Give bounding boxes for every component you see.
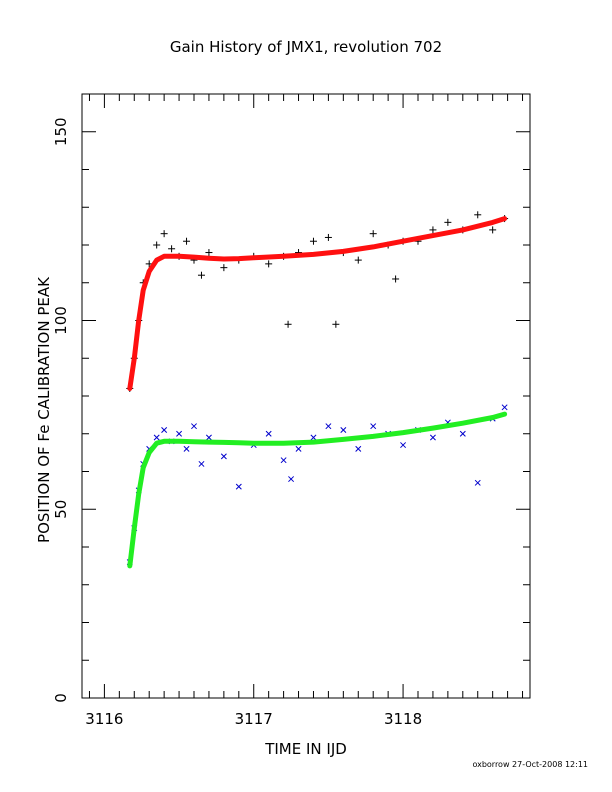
axes-group: 0 50 100 150 3116 3117 3118 [52,93,530,728]
x-axis-label: TIME IN IJD [265,740,347,758]
plus-point [444,218,452,226]
cross-point [280,457,287,464]
plus-point [205,249,213,257]
x-tick-label: 3116 [85,710,123,728]
cross-point [183,445,190,452]
y-tick-label: 50 [52,500,70,519]
y-tick-label: 100 [52,306,70,335]
cross-point [325,423,332,430]
plus-point [354,256,362,264]
cross-point [459,430,466,437]
cross-point [265,430,272,437]
cross-point [198,460,205,467]
cross-point [295,445,302,452]
y-axis-label: POSITION OF Fe CALIBRATION PEAK [35,277,53,543]
plus-point [309,237,317,245]
fit-curve-3 [127,411,508,569]
cross-point [429,434,436,441]
plot-frame [81,93,531,699]
plus-point [160,230,168,238]
plus-point [324,233,332,241]
x-tick-label: 3118 [384,710,422,728]
cross-point [474,479,481,486]
plus-point [489,226,497,234]
cross-point [205,434,212,441]
plus-point [429,226,437,234]
plus-point [197,271,205,279]
cross-point [153,434,160,441]
cross-point [310,434,317,441]
cross-point [235,483,242,490]
cross-point [355,445,362,452]
cross-point [161,426,168,433]
cross-point [370,423,377,430]
cross-point [176,430,183,437]
cross-point [288,476,295,483]
plus-point [220,264,228,272]
y-tick-label: 150 [52,117,70,146]
y-tick-label: 0 [52,693,70,703]
cross-point [340,426,347,433]
cross-point [220,453,227,460]
plus-point [474,211,482,219]
plus-point [183,237,191,245]
chart-title: Gain History of JMX1, revolution 702 [169,38,443,56]
plus-point [392,275,400,283]
plus-point [369,230,377,238]
marks-group [126,211,509,569]
plus-point [265,260,273,268]
x-tick-label: 3117 [235,710,273,728]
plus-point [153,241,161,249]
fit-curve-2 [127,216,508,391]
cross-point [501,404,508,411]
cross-point [191,423,197,430]
timestamp-footer: oxborrow 27-Oct-2008 12:11 [472,760,588,769]
plus-point [332,320,340,328]
plus-point [284,320,292,328]
cross-point [400,442,407,449]
plus-point [168,245,176,253]
